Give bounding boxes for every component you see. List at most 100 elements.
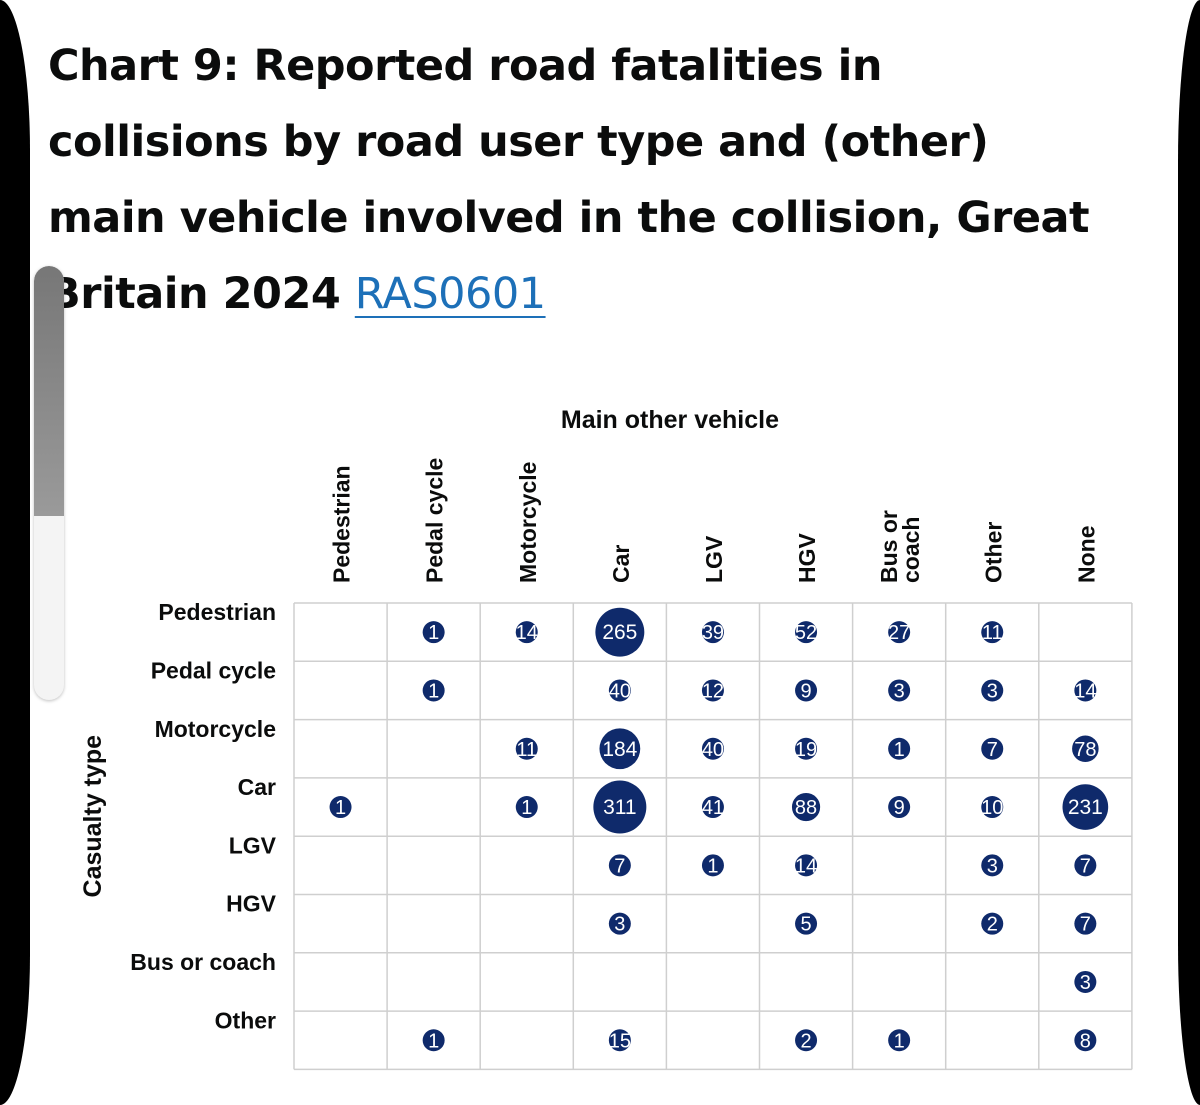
data-label: 39 <box>702 622 724 644</box>
data-bubble <box>888 679 911 702</box>
data-label: 7 <box>1080 914 1091 936</box>
data-bubble <box>981 737 1004 760</box>
data-bubble <box>981 912 1004 935</box>
data-bubble <box>1062 784 1109 830</box>
data-bubble <box>608 1029 631 1052</box>
data-label: 1 <box>335 797 346 819</box>
data-bubble <box>1074 970 1097 993</box>
data-bubble <box>981 854 1004 877</box>
data-label: 14 <box>795 855 817 877</box>
data-bubble <box>329 796 352 819</box>
data-label: 41 <box>702 797 724 819</box>
x-axis-title: Main other vehicle <box>561 406 779 434</box>
data-bubble <box>593 780 647 834</box>
row-header: Car <box>238 774 276 800</box>
data-bubble <box>701 854 724 877</box>
data-bubble <box>515 737 538 760</box>
ras0601-link[interactable]: RAS0601 <box>354 269 546 319</box>
column-header: None <box>1073 526 1099 584</box>
data-label: 265 <box>602 621 637 644</box>
chart-title-text: Chart 9: Reported road fatalities in col… <box>48 41 1090 319</box>
data-bubble <box>981 621 1004 644</box>
data-label: 88 <box>795 797 817 819</box>
data-label: 14 <box>1074 680 1096 702</box>
data-bubble <box>608 679 631 702</box>
data-bubble <box>1074 679 1097 702</box>
row-header: LGV <box>229 832 277 858</box>
data-label: 3 <box>987 855 998 877</box>
data-bubble <box>981 796 1004 819</box>
data-bubble <box>608 854 631 877</box>
data-label: 9 <box>894 797 905 819</box>
data-bubble <box>1074 912 1097 935</box>
y-axis-title: Casualty type <box>79 735 107 898</box>
data-label: 1 <box>428 680 439 702</box>
data-label: 12 <box>702 680 724 702</box>
data-label: 40 <box>609 680 631 702</box>
data-bubble <box>1074 1029 1097 1052</box>
column-header: Motorcycle <box>515 462 541 583</box>
data-label: 27 <box>888 622 910 644</box>
column-header: LGV <box>701 535 727 583</box>
data-bubble <box>791 792 821 822</box>
data-label: 3 <box>1080 972 1091 994</box>
data-bubble <box>515 796 538 819</box>
data-bubble <box>1072 735 1099 763</box>
data-bubble <box>795 1029 818 1052</box>
column-header: Pedestrian <box>329 465 355 583</box>
data-bubble <box>515 621 538 644</box>
data-bubble <box>1074 854 1097 877</box>
data-label: 52 <box>795 622 817 644</box>
data-bubble <box>888 1029 911 1052</box>
data-label: 3 <box>614 914 625 936</box>
row-header: Motorcycle <box>155 716 276 742</box>
data-label: 1 <box>894 1030 905 1052</box>
data-bubble <box>888 737 911 760</box>
data-label: 7 <box>987 739 998 761</box>
data-label: 5 <box>800 914 811 936</box>
data-label: 10 <box>981 797 1003 819</box>
column-header: Bus or <box>876 510 902 583</box>
data-bubble <box>795 679 818 702</box>
data-label: 8 <box>1080 1030 1091 1052</box>
data-bubble <box>701 679 724 702</box>
data-bubble <box>701 796 724 819</box>
data-bubble <box>701 621 724 644</box>
data-bubble <box>981 679 1004 702</box>
data-bubble <box>608 912 631 935</box>
data-label: 2 <box>987 914 998 936</box>
data-label: 1 <box>428 622 439 644</box>
data-label: 3 <box>987 680 998 702</box>
data-bubble <box>422 621 445 644</box>
row-header: Other <box>215 1007 276 1033</box>
column-header: coach <box>898 517 924 583</box>
scrollbar-thumb[interactable] <box>34 266 64 516</box>
column-header: Car <box>608 545 634 583</box>
data-bubble <box>888 621 911 644</box>
column-header: Other <box>980 522 1006 583</box>
data-bubble <box>795 912 818 935</box>
data-bubble <box>599 728 641 770</box>
data-bubble <box>795 737 818 760</box>
data-bubble <box>795 854 818 877</box>
chart-title: Chart 9: Reported road fatalities in col… <box>48 28 1108 332</box>
row-header: HGV <box>226 891 277 917</box>
data-label: 11 <box>982 622 1003 644</box>
data-label: 1 <box>707 855 718 877</box>
data-label: 1 <box>428 1030 439 1052</box>
row-header: Pedal cycle <box>151 657 276 683</box>
data-bubble <box>422 679 445 702</box>
row-header: Bus or coach <box>130 949 276 975</box>
left-device-edge <box>0 0 30 1105</box>
data-label: 40 <box>702 739 724 761</box>
data-label: 3 <box>894 680 905 702</box>
data-bubble <box>422 1029 445 1052</box>
vertical-scrollbar[interactable] <box>34 266 64 700</box>
data-label: 15 <box>609 1030 631 1052</box>
data-bubble <box>701 737 724 760</box>
right-device-edge <box>1178 0 1200 1105</box>
data-label: 1 <box>894 739 905 761</box>
column-header: Pedal cycle <box>422 458 448 583</box>
